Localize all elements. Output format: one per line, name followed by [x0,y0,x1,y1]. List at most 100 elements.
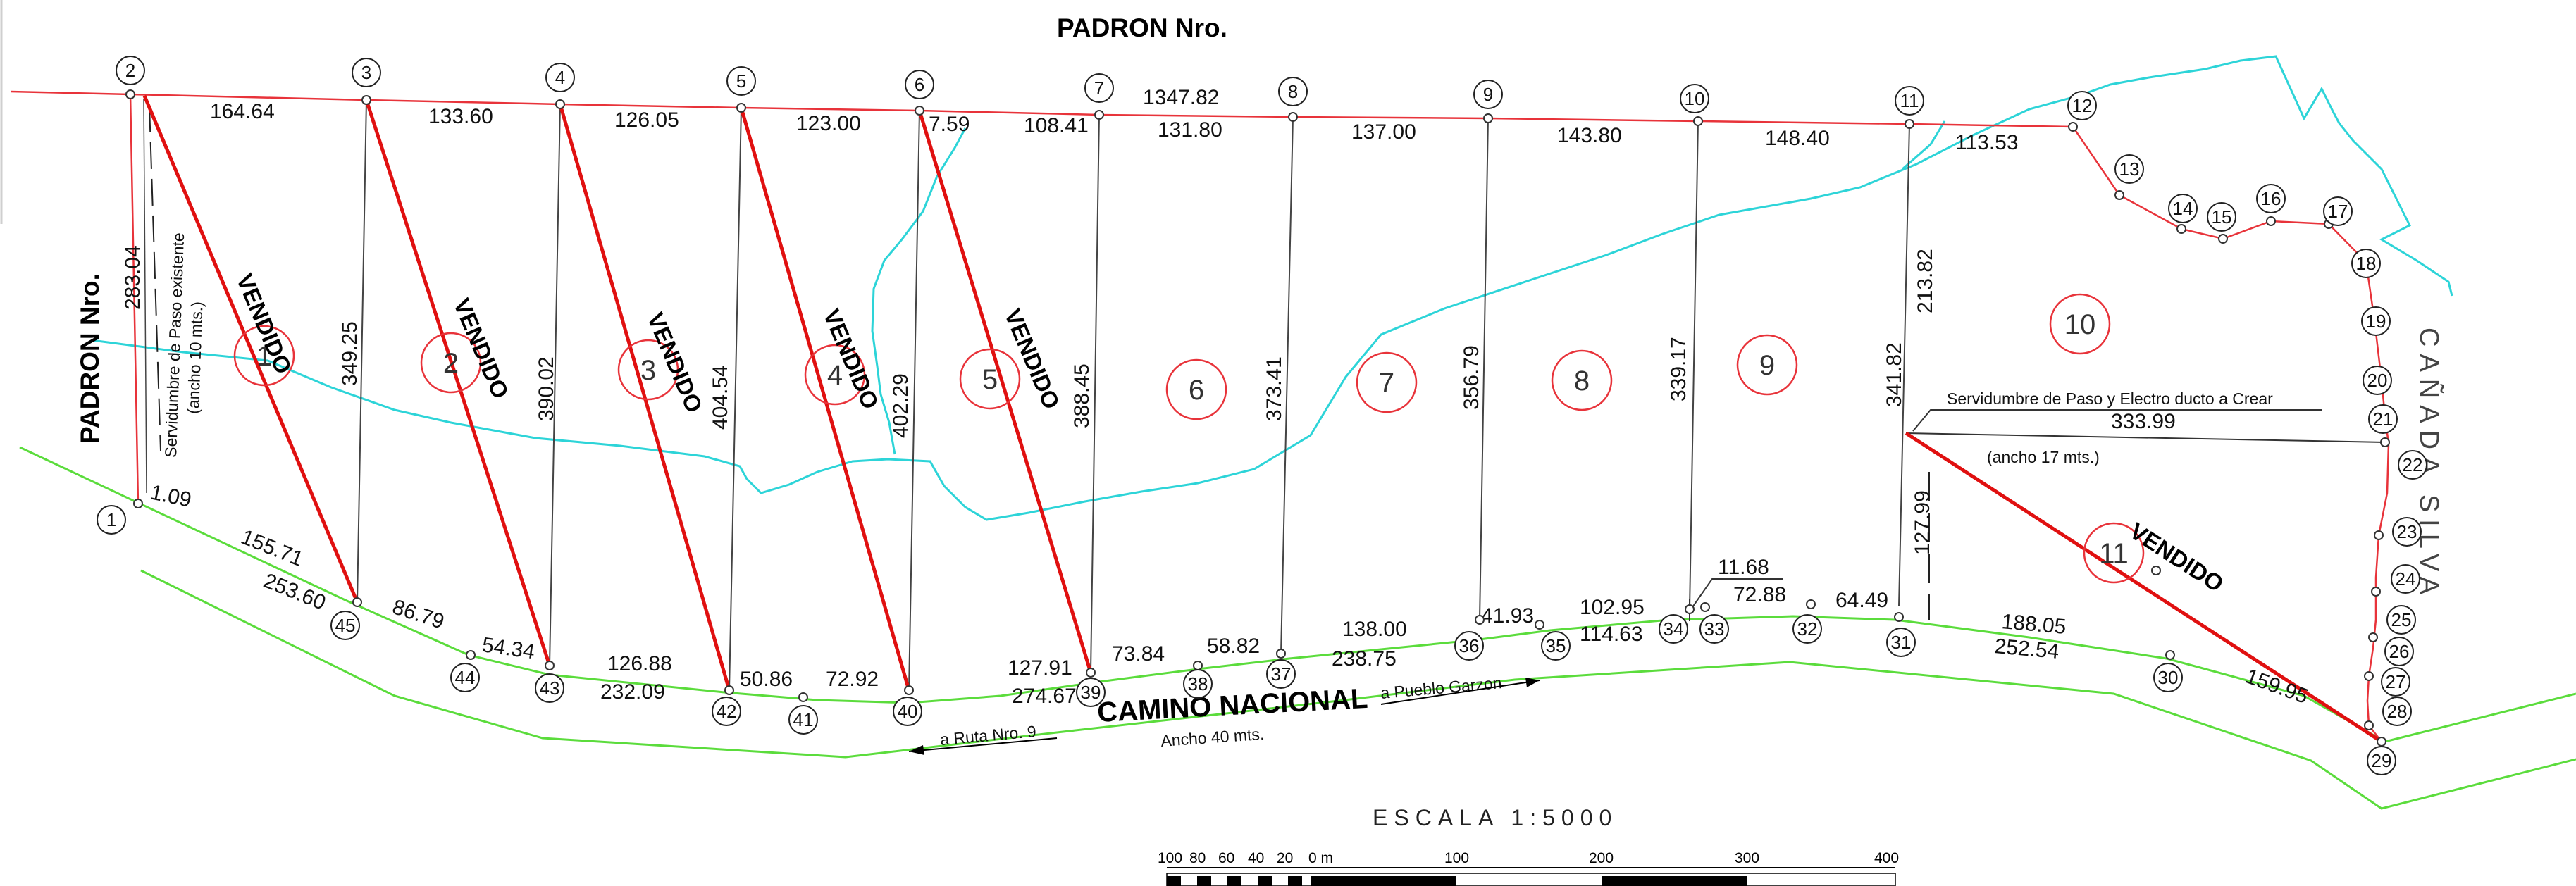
node-number: 19 [2366,311,2386,332]
node-27: 27 [2381,667,2410,697]
node-number: 30 [2158,667,2179,688]
camino-nacional-label: CAMINO NACIONAL [1096,683,1368,728]
scale-tick-label: 100 [1444,850,1469,866]
node-32: 32 [1792,614,1822,644]
lot-labels: 1 2 3 4 5 6 7 8 9 10 11 [256,309,2129,569]
node-circle [2168,194,2198,223]
dim-label: 164.64 [210,100,275,123]
dim-label: 7.59 [929,113,970,136]
sold-lines [142,95,2383,744]
easement-dashed [149,105,161,451]
node-circle [2067,91,2097,120]
node-number: 29 [2372,750,2392,771]
side-dimensions: 283.04 1.09 349.25 390.02 404.54 402.29 … [121,245,2176,555]
node-25: 25 [2386,605,2416,635]
lot-label-4: 4 [827,360,843,391]
node-number: 43 [540,678,560,699]
lot-label-11: 11 [2099,538,2129,569]
node-18: 18 [2351,249,2381,278]
node-number: 35 [1546,635,1566,656]
node-circle [1454,631,1484,661]
node-circle [2398,450,2427,480]
node-number: 44 [455,667,476,688]
node-7: 7 [1084,73,1114,103]
node-number: 21 [2373,408,2394,430]
dim-label: 137.00 [1351,120,1416,144]
node-15: 15 [2207,202,2236,232]
to-pueblo-arrow-line [1380,680,1540,705]
padron-left-title: PADRON Nro. [75,273,104,444]
dim-label: 126.88 [607,652,672,675]
node-14: 14 [2168,194,2198,223]
node-number: 8 [1288,81,1298,102]
stream-north [1902,120,1946,170]
dim-label: 72.88 [1733,583,1786,606]
division-lines [357,99,1910,691]
road-north-edge [19,446,2576,743]
node-29: 29 [2367,746,2396,775]
dim-label: 341.82 [1883,342,1906,407]
node-circle [726,66,756,96]
dim-label: 123.00 [796,112,861,135]
node-number: 31 [1891,632,1912,653]
node-circle [905,70,934,99]
node-circle [116,56,145,85]
node-circle [2256,184,2286,213]
scale-bar [1166,867,1896,886]
to-pueblo-arrow-head [1525,678,1540,687]
node-circle [1076,678,1106,707]
node-circle [2153,663,2183,692]
node-5: 5 [726,66,756,96]
west-boundary [129,94,140,504]
dim-label: 127.99 [1911,490,1934,555]
node-number: 15 [2212,206,2232,227]
node-number: 4 [555,67,565,88]
dim-label: 155.71 [237,525,306,571]
scale-tick-label: 60 [1218,850,1234,866]
node-number: 41 [793,709,814,730]
dim-label: 114.63 [1580,623,1643,646]
node-number: 25 [2391,609,2412,630]
node-42: 42 [712,697,741,726]
node-1: 1 [97,505,126,535]
lot-circles [233,293,2145,584]
dim-label: 159.95 [2243,665,2312,709]
dim-label: 41.93 [1481,604,1534,628]
node-6: 6 [905,70,934,99]
to-ruta-arrow-line [908,737,1058,752]
to-pueblo-label: a Pueblo Garzon [1380,673,1502,702]
node-circle [2384,637,2414,666]
scale-ticks: 100 80 60 40 20 0 m 100 200 300 400 [1158,850,1899,866]
scale-label: ESCALA 1:5000 [1373,805,1618,830]
dim-label: 349.25 [338,321,361,386]
dim-label: 133.60 [428,105,493,128]
node-number: 5 [736,70,746,92]
node-circle [2363,366,2392,395]
node-45: 45 [330,611,360,640]
dim-label: 108.41 [1024,114,1089,137]
dim-label: 58.82 [1207,635,1260,658]
node-16: 16 [2256,184,2286,213]
scale-tick-label: 400 [1874,850,1899,866]
node-38: 38 [1183,669,1213,699]
dim-label: 143.80 [1557,124,1622,147]
dim-label: 73.84 [1112,642,1165,666]
lot-label-6: 6 [1189,375,1204,406]
node-number: 33 [1704,618,1725,639]
node-number: 17 [2328,201,2348,222]
node-number: 37 [1271,663,1292,685]
node-circle [97,505,126,535]
node-11: 11 [1895,86,1924,116]
node-circle [1183,669,1213,699]
easement-arrow [1912,409,2322,432]
dim-label: 86.79 [390,595,447,634]
node-30: 30 [2153,663,2183,692]
dim-label: 131.80 [1158,118,1222,142]
node-26: 26 [2384,637,2414,666]
node-17: 17 [2323,196,2353,226]
lot-label-2: 2 [443,348,459,379]
node-circle [2368,404,2398,434]
node-number: 16 [2261,188,2281,209]
node-41: 41 [788,705,818,735]
leader-11-68 [1690,578,1783,610]
